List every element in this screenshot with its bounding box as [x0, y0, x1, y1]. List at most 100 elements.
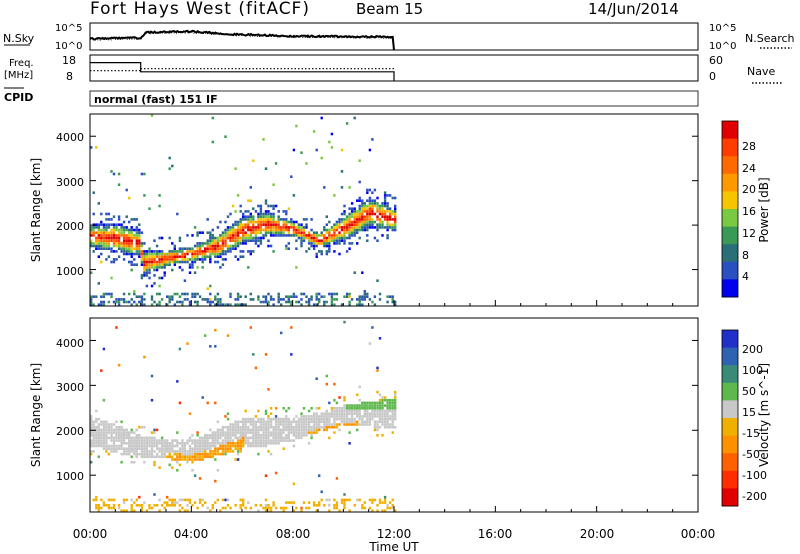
power-cell [206, 300, 209, 304]
power-cell [219, 250, 222, 253]
power-cell [120, 242, 123, 245]
power-cell [188, 247, 192, 250]
power-cell [295, 300, 298, 304]
power-cell [269, 218, 273, 221]
power-cell [305, 295, 308, 298]
velocity-cell [122, 501, 126, 504]
power-cell [264, 215, 268, 218]
power-cell [264, 202, 268, 205]
power-cell [160, 252, 164, 256]
power-cell [277, 300, 280, 304]
velocity-cell [196, 431, 199, 434]
velocity-cell [378, 404, 382, 407]
power-cell [226, 244, 230, 248]
power-cell [122, 242, 126, 245]
velocity-cell [221, 439, 225, 442]
velocity-cell [358, 415, 361, 418]
power-cell [368, 148, 372, 152]
velocity-cell [274, 439, 278, 442]
velocity-cell [125, 442, 128, 445]
power-cell [310, 242, 313, 245]
velocity-cell [115, 439, 118, 442]
velocity-cell [150, 442, 154, 445]
power-cell [376, 204, 379, 208]
power-cell [383, 212, 387, 216]
power-cell [191, 292, 194, 296]
velocity-cell [310, 425, 313, 429]
power-cell [168, 295, 171, 298]
velocity-cell [229, 431, 232, 434]
velocity-cell [117, 504, 121, 507]
velocity-cell [209, 447, 212, 450]
power-cell [100, 212, 103, 216]
power-cell [239, 303, 242, 306]
velocity-cell [376, 415, 379, 418]
velocity-cell [239, 442, 242, 445]
velocity-cell [267, 425, 270, 429]
power-cell [262, 223, 265, 226]
power-cell [345, 223, 349, 226]
power-cell [128, 247, 131, 250]
velocity-cell [280, 428, 283, 432]
power-cell [115, 244, 118, 248]
velocity-cell [363, 409, 366, 413]
power-cell [323, 295, 326, 298]
power-cell [216, 303, 220, 306]
velocity-cell [353, 409, 356, 413]
velocity-cell [171, 458, 174, 461]
power-cell [206, 242, 209, 245]
velocity-cell [267, 436, 270, 440]
power-cell [323, 239, 326, 242]
velocity-cell [186, 504, 189, 507]
velocity-cell [188, 447, 192, 450]
velocity-cell [90, 444, 93, 448]
power-cell [181, 303, 184, 306]
freq-left-tick-top: 18 [62, 54, 76, 67]
power-cell [305, 300, 308, 304]
velocity-cell [178, 442, 182, 445]
velocity-cell [290, 439, 293, 442]
power-cell [325, 239, 328, 242]
velocity-cell [330, 415, 334, 418]
velocity-cell [259, 420, 263, 424]
velocity-cell [105, 428, 108, 432]
velocity-cell [348, 509, 351, 512]
velocity-cell [198, 447, 202, 450]
power-cell [368, 218, 372, 221]
velocity-cell [247, 428, 250, 432]
power-cell [122, 239, 126, 242]
power-cell [150, 284, 154, 288]
velocity-cell [373, 404, 377, 407]
velocity-cell [188, 450, 192, 453]
power-cell [236, 236, 240, 240]
power-cell [310, 228, 313, 232]
velocity-cell [229, 442, 232, 445]
power-cell [330, 239, 334, 242]
power-cell [323, 303, 326, 306]
power-cell [376, 228, 379, 232]
power-cell [224, 239, 227, 242]
power-cell [158, 284, 161, 288]
velocity-cell [158, 466, 161, 469]
power-cell [158, 276, 161, 280]
velocity-cell [378, 420, 382, 424]
velocity-cell [204, 501, 207, 504]
power-cell [100, 239, 103, 242]
power-cell [155, 292, 159, 296]
power-cell [145, 255, 149, 258]
velocity-cell [171, 466, 174, 469]
power-cell [92, 303, 95, 306]
velocity-cell [310, 415, 313, 418]
velocity-cell [394, 425, 397, 429]
velocity-cell [117, 363, 121, 367]
noise-right-tick-bottom: 10^0 [709, 41, 736, 52]
velocity-cell [391, 423, 394, 426]
power-cell [97, 242, 100, 245]
power-cell [361, 210, 364, 213]
power-cell [345, 220, 349, 224]
velocity-cell [378, 501, 382, 504]
velocity-cell [338, 428, 341, 432]
power-cell [264, 218, 268, 221]
power-cell [358, 236, 361, 240]
power-cell [343, 236, 346, 240]
